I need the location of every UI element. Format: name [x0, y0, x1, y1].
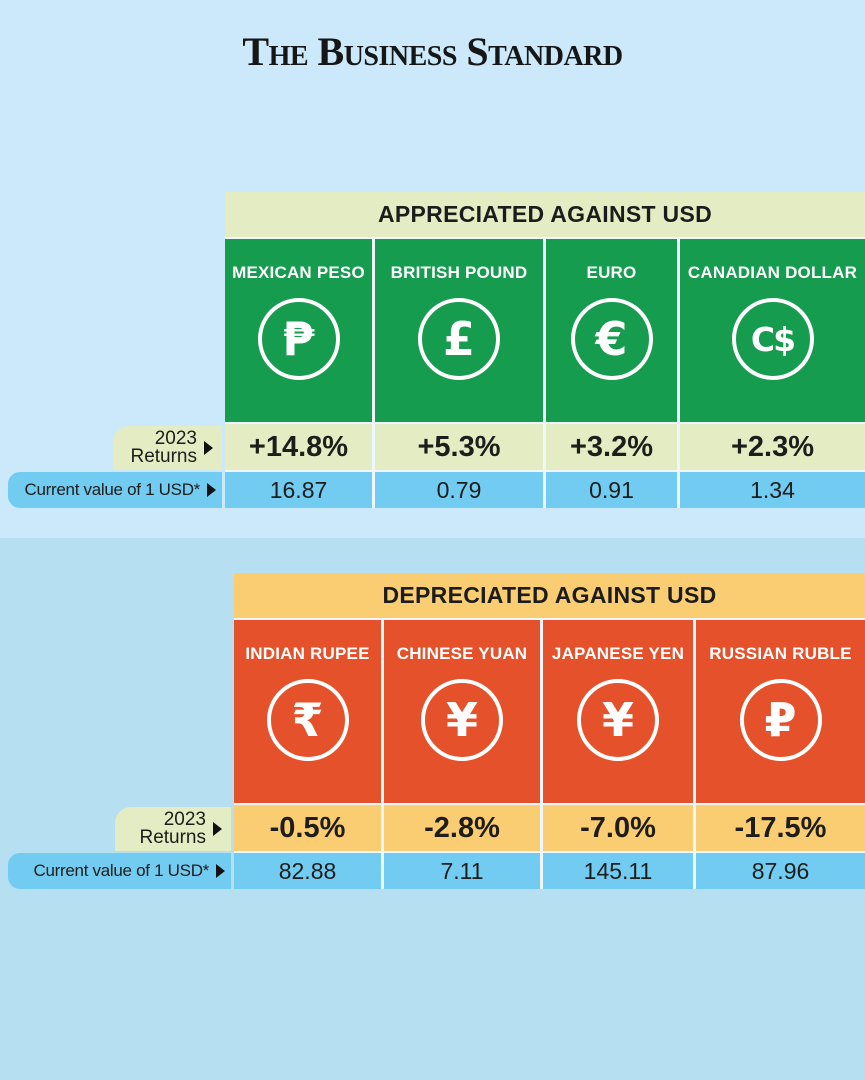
currency-column-canadian-dollar: CANADIAN DOLLAR C$: [680, 239, 865, 422]
currency-symbol: ¥: [601, 693, 634, 747]
returns-value: -2.8%: [384, 805, 540, 851]
british-pound-icon: £: [418, 298, 500, 380]
currency-column-indian-rupee: INDIAN RUPEE ₹: [234, 620, 381, 803]
usd-value: 145.11: [543, 853, 693, 889]
currency-column-euro: EURO €: [546, 239, 677, 422]
chinese-yuan-icon: ¥: [421, 679, 503, 761]
currency-symbol: €: [595, 312, 628, 366]
appreciated-returns-row: +14.8% +5.3% +3.2% +2.3%: [225, 424, 865, 470]
returns-value: +3.2%: [546, 424, 677, 470]
depreciated-currency-row: INDIAN RUPEE ₹ CHINESE YUAN ¥ JAPANESE Y…: [234, 620, 865, 803]
depreciated-table-title: DEPRECIATED AGAINST USD: [234, 573, 865, 618]
depreciated-table: DEPRECIATED AGAINST USD INDIAN RUPEE ₹ C…: [234, 573, 865, 889]
appreciated-table: APPRECIATED AGAINST USD MEXICAN PESO ₱ B…: [225, 192, 865, 508]
currency-name: INDIAN RUPEE: [245, 644, 370, 663]
usd-value: 0.79: [375, 472, 543, 508]
right-arrow-icon: [213, 822, 222, 836]
currency-symbol: ₱: [282, 312, 315, 366]
returns-row-label: 2023 Returns: [115, 807, 231, 851]
currency-symbol: ¥: [445, 693, 478, 747]
euro-icon: €: [570, 298, 653, 380]
currency-name: BRITISH POUND: [390, 263, 528, 282]
usd-row-label: Current value of 1 USD*: [8, 472, 222, 508]
currency-symbol: C$: [750, 319, 796, 359]
currency-name: CANADIAN DOLLAR: [687, 263, 858, 282]
currency-name: RUSSIAN RUBLE: [709, 644, 852, 663]
currency-column-japanese-yen: JAPANESE YEN ¥: [543, 620, 693, 803]
indian-rupee-icon: ₹: [266, 679, 349, 761]
depreciated-usd-row: 82.88 7.11 145.11 87.96: [234, 853, 865, 889]
returns-value: +14.8%: [225, 424, 372, 470]
returns-label-word: Returns: [130, 446, 197, 467]
returns-row-label-text: 2023 Returns: [139, 808, 206, 848]
returns-label-year: 2023: [154, 427, 197, 449]
russian-ruble-icon: ₽: [739, 679, 822, 761]
usd-value: 16.87: [225, 472, 372, 508]
appreciated-table-title: APPRECIATED AGAINST USD: [225, 192, 865, 237]
currency-name: MEXICAN PESO: [232, 263, 365, 282]
right-arrow-icon: [204, 441, 213, 455]
appreciated-currency-row: MEXICAN PESO ₱ BRITISH POUND £ EURO € CA…: [225, 239, 865, 422]
usd-value: 87.96: [696, 853, 865, 889]
usd-value: 82.88: [234, 853, 381, 889]
usd-value: 1.34: [680, 472, 865, 508]
currency-column-chinese-yuan: CHINESE YUAN ¥: [384, 620, 540, 803]
returns-value: -7.0%: [543, 805, 693, 851]
currency-column-russian-ruble: RUSSIAN RUBLE ₽: [696, 620, 865, 803]
returns-row-label-text: 2023 Returns: [130, 427, 197, 467]
usd-row-label: Current value of 1 USD*: [8, 853, 231, 889]
returns-value: +5.3%: [375, 424, 543, 470]
usd-value: 0.91: [546, 472, 677, 508]
usd-row-label-text: Current value of 1 USD*: [24, 480, 201, 499]
currency-column-british-pound: BRITISH POUND £: [375, 239, 543, 422]
mexican-peso-icon: ₱: [257, 298, 340, 380]
returns-value: +2.3%: [680, 424, 865, 470]
currency-column-mexican-peso: MEXICAN PESO ₱: [225, 239, 372, 422]
currency-name: EURO: [586, 263, 637, 282]
currency-name: CHINESE YUAN: [396, 644, 528, 663]
currency-symbol: ₹: [291, 693, 324, 747]
returns-label-word: Returns: [139, 827, 206, 848]
currency-symbol: ₽: [764, 693, 797, 747]
right-arrow-icon: [216, 864, 225, 878]
returns-label-year: 2023: [163, 808, 206, 830]
right-arrow-icon: [207, 483, 216, 497]
depreciated-returns-row: -0.5% -2.8% -7.0% -17.5%: [234, 805, 865, 851]
usd-value: 7.11: [384, 853, 540, 889]
appreciated-usd-row: 16.87 0.79 0.91 1.34: [225, 472, 865, 508]
canadian-dollar-icon: C$: [731, 298, 814, 380]
currency-symbol: £: [442, 312, 475, 366]
brand-logo: The Business Standard: [242, 29, 623, 74]
returns-value: -17.5%: [696, 805, 865, 851]
usd-row-label-text: Current value of 1 USD*: [33, 861, 210, 880]
returns-value: -0.5%: [234, 805, 381, 851]
japanese-yen-icon: ¥: [577, 679, 659, 761]
returns-row-label: 2023 Returns: [113, 426, 222, 470]
currency-name: JAPANESE YEN: [551, 644, 685, 663]
